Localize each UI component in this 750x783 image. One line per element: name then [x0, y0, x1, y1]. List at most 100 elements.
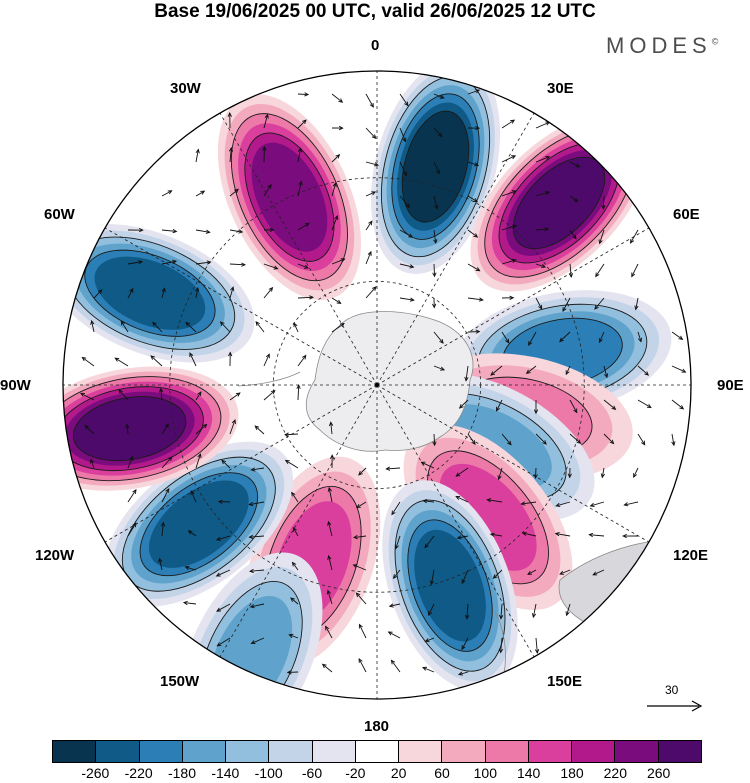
wind-vector: [331, 258, 346, 265]
colorbar-tick-label: 100: [473, 765, 498, 781]
colorbar-tick-label: 60: [434, 765, 450, 781]
meridian-line: [376, 384, 650, 543]
wind-vector: [467, 263, 481, 272]
wind-vector: [215, 569, 231, 577]
wind-vector: [365, 286, 377, 299]
anomaly-contour-band: [439, 463, 537, 571]
wind-vector: [562, 297, 571, 313]
wind-vector: [433, 331, 444, 344]
positive-anomaly: [63, 366, 239, 491]
wind-vector: [228, 351, 233, 367]
wind-vector: [387, 631, 401, 639]
wind-vector: [292, 526, 299, 537]
colorbar-swatch: [527, 741, 572, 762]
wind-vector: [290, 597, 299, 605]
wind-vector: [263, 183, 272, 197]
wind-vector: [120, 320, 129, 333]
colorbar-swatch: [657, 741, 701, 762]
wind-vector: [433, 229, 438, 245]
wind-vector: [187, 530, 197, 537]
colorbar-swatch: [398, 741, 442, 762]
lon-label-90e: 90E: [717, 377, 744, 394]
streamline-contour: [401, 110, 470, 223]
positive-anomaly: [217, 94, 361, 301]
wind-vector: [569, 399, 578, 414]
wind-vector: [601, 195, 606, 210]
wind-vector: [331, 93, 344, 103]
wind-vector: [158, 557, 163, 571]
wind-vector: [535, 191, 551, 197]
colorbar-swatch: [354, 741, 399, 762]
wind-vector: [497, 467, 503, 481]
map-border: [62, 70, 692, 700]
wind-vector: [161, 487, 170, 503]
colorbar-swatch: [138, 741, 182, 762]
wind-vector: [321, 663, 333, 673]
wind-vector: [634, 297, 639, 311]
wind-vector: [455, 467, 469, 477]
colorbar-swatch: [614, 741, 658, 762]
wind-vector: [399, 127, 407, 143]
wind-vector: [432, 263, 437, 278]
wind-vector: [327, 520, 333, 537]
wind-vector: [390, 659, 401, 673]
reference-vector-arrow: [647, 700, 703, 712]
peninsula-outline: [237, 371, 301, 387]
positive-anomaly: [403, 424, 573, 610]
wind-vector: [114, 357, 129, 367]
wind-vector: [501, 433, 512, 446]
wind-vector: [501, 331, 510, 344]
wind-vector: [297, 180, 303, 197]
wind-vector: [525, 365, 537, 375]
wind-vector: [467, 195, 479, 203]
wind-vector: [399, 263, 415, 269]
colorbar-tick-label: -20: [345, 765, 366, 781]
wind-vector: [127, 522, 137, 537]
wind-vector: [520, 501, 537, 506]
wind-vector: [569, 229, 577, 240]
wind-vector: [498, 637, 504, 654]
wind-vector: [554, 532, 571, 537]
wind-vector: [215, 535, 231, 541]
wind-vector: [127, 287, 134, 299]
wind-vector: [161, 423, 169, 435]
wind-vector: [118, 389, 129, 401]
wind-vector: [161, 456, 173, 469]
wind-vector: [603, 365, 609, 379]
streamline-contour: [244, 132, 335, 262]
wind-vector: [461, 569, 469, 585]
wind-vector: [456, 535, 469, 540]
wind-vector: [592, 569, 605, 576]
wind-vector: [490, 365, 503, 376]
wind-vector: [216, 603, 231, 612]
colorbar: [52, 740, 702, 763]
map-title: Base 19/06/2025 00 UTC, valid 26/06/2025…: [154, 1, 596, 22]
wind-vector: [432, 433, 437, 447]
wind-vector: [385, 466, 401, 471]
latitude-circle: [169, 177, 585, 593]
wind-vector: [184, 565, 197, 571]
wind-vector: [291, 561, 299, 571]
wind-vector: [161, 228, 178, 234]
wind-vector: [467, 297, 484, 302]
wind-vector: [486, 498, 503, 503]
wind-vector: [249, 603, 265, 609]
wind-vector: [229, 419, 236, 435]
negative-anomaly: [382, 480, 518, 692]
colorbar-tick-label: 260: [646, 765, 671, 781]
wind-vector: [671, 433, 676, 447]
wind-vector: [433, 365, 446, 371]
lon-label-120w: 120W: [35, 547, 75, 564]
meridian-line: [219, 384, 378, 658]
wind-vector: [229, 229, 244, 234]
wind-vector: [331, 215, 339, 231]
colorbar-tick-label: -100: [254, 765, 283, 781]
wind-vector: [630, 229, 639, 244]
wind-vector: [250, 637, 265, 645]
wind-vector: [327, 486, 333, 503]
wind-vector: [189, 352, 197, 367]
colorbar-swatch: [441, 741, 485, 762]
wind-vector: [467, 329, 481, 334]
wind-vector: [284, 459, 299, 469]
wind-vector: [671, 399, 685, 410]
